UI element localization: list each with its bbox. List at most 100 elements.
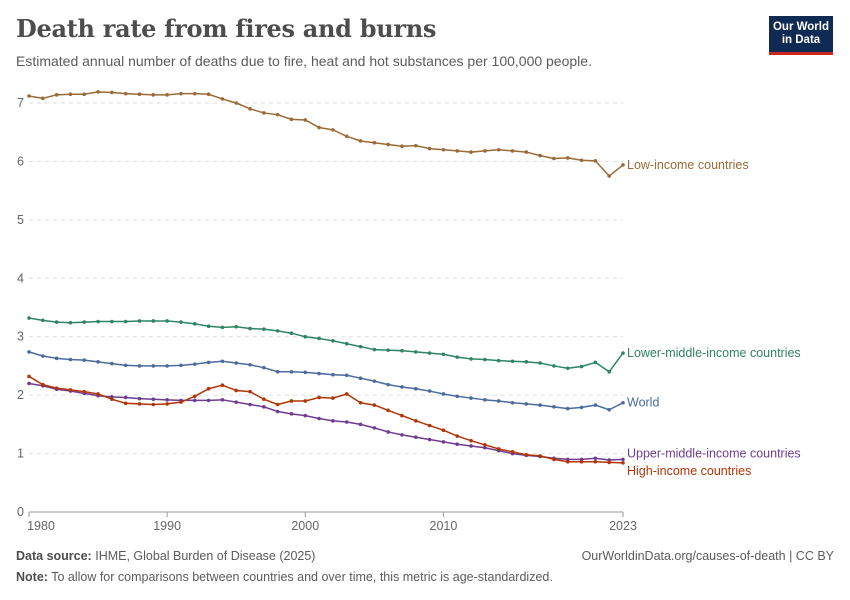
data-point (289, 369, 294, 374)
data-point (358, 344, 363, 349)
data-point (344, 392, 349, 396)
data-point (165, 93, 169, 97)
data-point (483, 398, 487, 402)
series-line (28, 382, 624, 461)
data-point (137, 92, 142, 97)
series-line (28, 91, 624, 177)
series-label: Upper-middle-income countries (627, 447, 801, 461)
data-point (165, 402, 169, 406)
x-tick-label: 2010 (430, 519, 458, 533)
data-point (275, 112, 280, 117)
data-point (262, 365, 266, 370)
source-url[interactable]: OurWorldinData.org/causes-of-death | CC … (581, 549, 834, 563)
data-point (27, 381, 31, 386)
y-tick-label: 3 (17, 330, 24, 344)
x-tick-label: 1990 (153, 519, 181, 533)
data-point (538, 153, 542, 158)
data-point (455, 434, 460, 438)
data-point (137, 364, 142, 368)
data-point (386, 408, 390, 413)
data-source: Data source: IHME, Global Burden of Dise… (16, 549, 315, 563)
data-point (179, 363, 183, 368)
data-point (331, 339, 335, 343)
data-point (110, 90, 114, 95)
data-point (565, 459, 570, 464)
data-point (565, 406, 570, 411)
data-point (386, 430, 390, 434)
data-point (206, 92, 211, 97)
data-source-text[interactable]: IHME, Global Burden of Disease (2025) (95, 549, 316, 563)
data-point (552, 156, 556, 161)
data-point (552, 405, 556, 409)
data-point (82, 92, 87, 97)
data-point (413, 143, 418, 148)
data-point (165, 364, 169, 368)
data-point (123, 91, 128, 96)
data-point (289, 412, 294, 416)
data-point (496, 447, 501, 451)
data-point (496, 399, 501, 403)
data-point (455, 442, 460, 447)
data-point (552, 457, 556, 462)
data-point (82, 320, 87, 324)
data-point (192, 394, 197, 399)
data-point (400, 433, 404, 437)
data-point (192, 362, 197, 366)
data-point (303, 118, 308, 122)
data-point (607, 407, 611, 412)
y-tick-label: 0 (17, 505, 24, 519)
data-point (400, 413, 404, 418)
data-point (289, 117, 294, 122)
data-point (413, 350, 418, 354)
data-point (110, 361, 114, 366)
data-point (68, 320, 73, 325)
data-point (165, 319, 169, 323)
x-tick-label: 1980 (27, 519, 55, 533)
data-point (317, 371, 321, 376)
data-point (400, 348, 404, 353)
data-point (137, 402, 142, 406)
data-point (413, 419, 418, 423)
data-point (621, 163, 625, 167)
data-point (344, 341, 349, 346)
data-point (593, 459, 598, 464)
data-point (248, 362, 252, 367)
data-point (275, 402, 280, 407)
data-point (110, 397, 114, 402)
data-point (331, 128, 335, 132)
data-point (579, 158, 584, 163)
data-point (137, 396, 142, 401)
data-point (621, 351, 625, 355)
data-point (469, 438, 473, 443)
logo-line-1: Our World (772, 21, 829, 33)
data-point (469, 357, 473, 361)
owid-logo[interactable]: Our World in Data (769, 16, 833, 55)
data-point (179, 400, 183, 404)
data-point (275, 409, 280, 414)
data-point (593, 403, 598, 407)
data-point (41, 318, 45, 323)
data-point (123, 401, 128, 406)
data-point (317, 395, 321, 400)
data-point (289, 331, 294, 336)
data-point (220, 325, 225, 330)
series-line (28, 351, 624, 411)
chart-title: Death rate from fires and burns (16, 14, 437, 43)
data-point (96, 360, 100, 364)
data-point (234, 324, 239, 329)
data-point (234, 361, 239, 365)
data-point (262, 397, 266, 402)
data-point (27, 350, 31, 354)
data-point (192, 322, 197, 326)
y-tick-label: 1 (17, 447, 24, 461)
data-point (621, 400, 625, 405)
data-point (331, 372, 335, 377)
data-point (151, 319, 156, 323)
y-tick-label: 7 (17, 96, 24, 110)
data-point (427, 423, 432, 428)
y-tick-label: 6 (17, 154, 24, 168)
logo-line-2: in Data (781, 34, 821, 46)
data-point (234, 388, 239, 393)
data-point (524, 452, 529, 457)
note-label: Note: (16, 570, 48, 584)
